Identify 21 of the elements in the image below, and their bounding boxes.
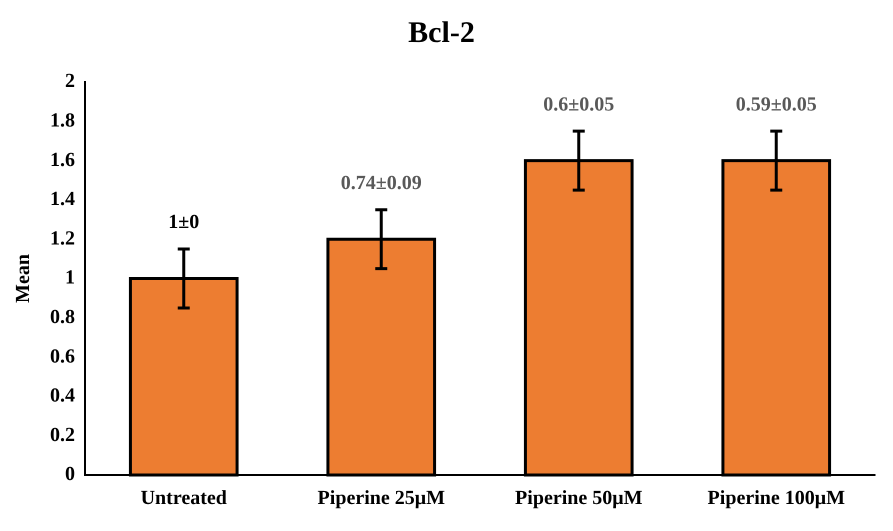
x-tick-label: Piperine 100μM <box>708 487 846 510</box>
x-tick-label: Untreated <box>140 487 227 510</box>
annotation: 1±0 <box>168 211 200 234</box>
y-tick-label: 0.4 <box>50 384 75 407</box>
chart-title: Bcl-2 <box>408 16 475 49</box>
y-axis-title: Mean <box>12 254 34 303</box>
y-tick-label: 1.6 <box>50 148 75 171</box>
y-tick-label: 1.8 <box>50 109 75 132</box>
annotation: 0.74±0.09 <box>340 172 422 194</box>
y-tick-label: 1.4 <box>50 188 75 210</box>
annotation: 0.59±0.05 <box>736 93 817 116</box>
x-tick-label: Piperine 25μM <box>318 487 446 510</box>
annotation: 0.6±0.05 <box>543 93 614 116</box>
y-tick-label: 1.2 <box>50 227 75 250</box>
y-tick-label: 0.6 <box>50 345 75 368</box>
y-tick-label: 0.8 <box>50 306 75 328</box>
y-tick-label: 0 <box>65 463 75 486</box>
y-tick-label: 0.2 <box>50 424 75 446</box>
y-tick-label: 2 <box>65 70 75 92</box>
y-tick-label: 1 <box>65 266 75 289</box>
x-tick-label: Piperine 50μM <box>515 487 643 510</box>
